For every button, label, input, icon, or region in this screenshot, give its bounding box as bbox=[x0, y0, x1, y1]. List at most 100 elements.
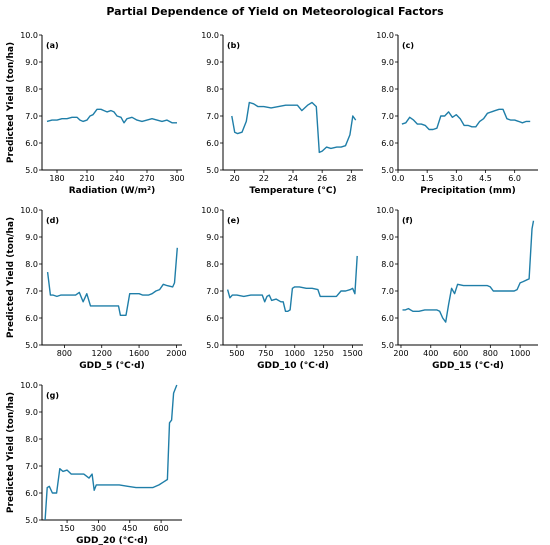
y-tick-label: 8.0 bbox=[206, 85, 219, 94]
y-tick-label: 6.0 bbox=[25, 489, 38, 498]
panel-letter: (g) bbox=[46, 391, 59, 400]
y-tick-label: 5.0 bbox=[381, 341, 394, 350]
y-tick-label: 7.0 bbox=[25, 287, 38, 296]
x-axis-label: Radiation (W/m²) bbox=[69, 186, 155, 196]
y-tick-label: 7.0 bbox=[25, 112, 38, 121]
y-tick-label: 9.0 bbox=[381, 58, 394, 67]
x-tick-label: 2000 bbox=[166, 349, 186, 358]
y-tick-label: 7.0 bbox=[206, 287, 219, 296]
x-tick-label: 28 bbox=[346, 174, 356, 183]
x-tick-label: 400 bbox=[423, 349, 438, 358]
x-tick-label: 3.0 bbox=[450, 174, 463, 183]
x-tick-label: 1000 bbox=[510, 349, 530, 358]
y-tick-label: 5.0 bbox=[25, 516, 38, 525]
x-tick-label: 240 bbox=[109, 174, 124, 183]
panel-letter: (a) bbox=[46, 41, 59, 50]
y-tick-label: 6.0 bbox=[25, 139, 38, 148]
x-tick-label: 600 bbox=[453, 349, 468, 358]
figure-title: Partial Dependence of Yield on Meteorolo… bbox=[106, 5, 444, 18]
x-tick-label: 450 bbox=[122, 524, 137, 533]
y-tick-label: 10.0 bbox=[201, 206, 219, 215]
x-tick-label: 180 bbox=[49, 174, 64, 183]
x-axis-label: GDD_20 (°C·d) bbox=[76, 536, 148, 545]
y-tick-label: 8.0 bbox=[25, 260, 38, 269]
series-line bbox=[46, 108, 177, 124]
axis-spines bbox=[41, 385, 182, 521]
axis-spines bbox=[41, 35, 182, 171]
y-tick-label: 10.0 bbox=[201, 31, 219, 40]
panel-c: 5.0 6.0 7.0 8.0 9.0 10.0 0.0 1.5 3.0 4.5 6.0 Precip… bbox=[376, 31, 538, 196]
series-line bbox=[231, 101, 357, 154]
x-tick-label: 800 bbox=[57, 349, 72, 358]
panel-letter: (b) bbox=[227, 41, 240, 50]
axis-spines bbox=[397, 35, 538, 171]
y-axis-label: Predicted Yield (ton/ha) bbox=[6, 217, 16, 338]
chart-panels: 5.0 6.0 7.0 8.0 9.0 10.0 180 210 240 270 300 Radiat… bbox=[6, 31, 538, 545]
y-tick-label: 6.0 bbox=[206, 314, 219, 323]
y-tick-label: 8.0 bbox=[381, 85, 394, 94]
y-tick-label: 10.0 bbox=[376, 31, 394, 40]
panel-letter: (f) bbox=[402, 216, 413, 225]
panel-f: 5.0 6.0 7.0 8.0 9.0 10.0 200 400 600 800 1000 GDD_1… bbox=[376, 206, 538, 371]
x-tick-label: 22 bbox=[259, 174, 269, 183]
y-tick-label: 6.0 bbox=[206, 139, 219, 148]
axis-spines bbox=[397, 210, 538, 346]
series-line bbox=[44, 384, 178, 521]
x-tick-label: 26 bbox=[317, 174, 327, 183]
y-tick-label: 5.0 bbox=[381, 166, 394, 175]
x-tick-label: 1250 bbox=[313, 349, 333, 358]
x-tick-label: 150 bbox=[59, 524, 74, 533]
y-tick-label: 5.0 bbox=[25, 341, 38, 350]
x-tick-label: 1200 bbox=[92, 349, 112, 358]
y-tick-label: 7.0 bbox=[381, 287, 394, 296]
y-tick-label: 9.0 bbox=[206, 58, 219, 67]
x-tick-label: 500 bbox=[229, 349, 244, 358]
x-tick-label: 1500 bbox=[342, 349, 362, 358]
x-tick-label: 24 bbox=[288, 174, 298, 183]
x-axis-label: GDD_15 (°C·d) bbox=[432, 361, 504, 371]
panel-letter: (e) bbox=[227, 216, 240, 225]
y-tick-label: 10.0 bbox=[20, 31, 38, 40]
y-tick-label: 5.0 bbox=[206, 166, 219, 175]
y-tick-label: 10.0 bbox=[20, 206, 38, 215]
axis-spines bbox=[41, 210, 182, 346]
x-tick-label: 1.5 bbox=[421, 174, 434, 183]
y-tick-label: 8.0 bbox=[206, 260, 219, 269]
panel-a: 5.0 6.0 7.0 8.0 9.0 10.0 180 210 240 270 300 Radiat… bbox=[6, 31, 185, 196]
x-axis-label: Temperature (°C) bbox=[249, 186, 336, 196]
y-tick-label: 5.0 bbox=[206, 341, 219, 350]
x-tick-label: 200 bbox=[393, 349, 408, 358]
axis-spines bbox=[222, 35, 363, 171]
series-line bbox=[226, 255, 358, 312]
x-tick-label: 750 bbox=[258, 349, 273, 358]
panel-b: 5.0 6.0 7.0 8.0 9.0 10.0 20 22 24 26 28 Temperature… bbox=[201, 31, 363, 196]
series-line bbox=[46, 247, 178, 316]
y-tick-label: 9.0 bbox=[25, 233, 38, 242]
x-tick-label: 6.0 bbox=[508, 174, 521, 183]
y-tick-label: 9.0 bbox=[381, 233, 394, 242]
y-tick-label: 9.0 bbox=[206, 233, 219, 242]
x-axis-label: GDD_5 (°C·d) bbox=[79, 361, 144, 371]
y-tick-label: 6.0 bbox=[381, 314, 394, 323]
x-tick-label: 4.5 bbox=[479, 174, 492, 183]
panel-letter: (c) bbox=[402, 41, 414, 50]
x-tick-label: 300 bbox=[169, 174, 184, 183]
panel-d: 5.0 6.0 7.0 8.0 9.0 10.0 800 1200 1600 2000 GDD_5 … bbox=[6, 206, 187, 371]
x-axis-label: GDD_10 (°C·d) bbox=[257, 361, 329, 371]
y-tick-label: 8.0 bbox=[25, 85, 38, 94]
y-tick-label: 7.0 bbox=[381, 112, 394, 121]
x-tick-label: 800 bbox=[483, 349, 498, 358]
y-tick-label: 7.0 bbox=[206, 112, 219, 121]
x-tick-label: 1000 bbox=[285, 349, 305, 358]
series-line bbox=[401, 108, 531, 131]
y-tick-label: 10.0 bbox=[20, 381, 38, 390]
y-axis-label: Predicted Yield (ton/ha) bbox=[6, 392, 16, 513]
x-tick-label: 1600 bbox=[129, 349, 149, 358]
y-tick-label: 10.0 bbox=[376, 206, 394, 215]
x-tick-label: 0.0 bbox=[392, 174, 405, 183]
y-tick-label: 9.0 bbox=[25, 408, 38, 417]
x-tick-label: 210 bbox=[79, 174, 94, 183]
panel-g: 5.0 6.0 7.0 8.0 9.0 10.0 150 300 450 600 GDD_20 (°… bbox=[6, 381, 182, 545]
y-tick-label: 8.0 bbox=[381, 260, 394, 269]
